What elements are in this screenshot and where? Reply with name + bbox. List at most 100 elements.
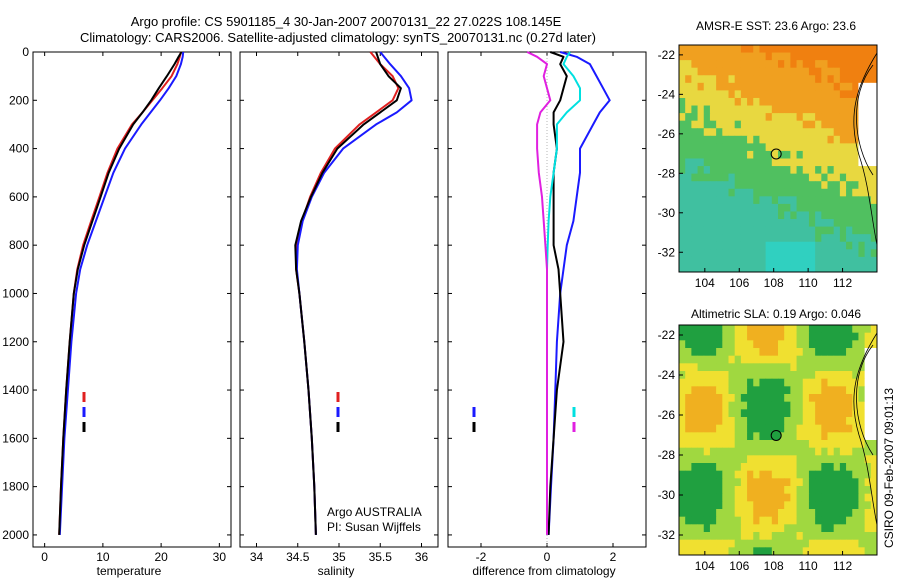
map-cell: [833, 234, 841, 243]
map-cell: [722, 455, 729, 464]
map-cell: [815, 332, 822, 341]
map-cell: [784, 447, 791, 456]
map-cell: [790, 532, 797, 541]
map-cell: [759, 158, 767, 167]
map-cell: [709, 547, 717, 556]
map-cell: [765, 440, 773, 449]
map-cell: [827, 455, 835, 464]
map-cell: [734, 264, 742, 273]
map-cell: [722, 120, 729, 129]
map-cell: [784, 455, 791, 464]
sst-map-title: AMSR-E SST: 23.6 Argo: 23.6: [696, 19, 856, 33]
map-cell: [858, 219, 866, 227]
map-cell: [759, 211, 767, 220]
map-cell: [728, 105, 736, 114]
map-cell: [833, 128, 841, 137]
map-cell: [790, 470, 797, 479]
map-cell: [765, 158, 773, 167]
map-cell: [685, 143, 692, 152]
map-cell: [709, 409, 717, 418]
map-cell: [753, 226, 760, 235]
map-cell: [796, 173, 804, 182]
y-tick-label: 1200: [2, 335, 29, 349]
map-cell: [839, 509, 847, 518]
map-cell: [740, 234, 748, 243]
map-cell: [685, 455, 692, 464]
map-cell: [747, 463, 754, 472]
map-cell: [833, 82, 841, 91]
map-cell: [870, 493, 878, 502]
map-cell: [685, 417, 692, 426]
map-cell: [691, 447, 698, 456]
map-cell: [852, 120, 859, 129]
map-cell: [864, 539, 872, 548]
map-cell: [716, 432, 723, 441]
map-cell: [864, 440, 872, 449]
map-cell: [703, 325, 711, 334]
map-cell: [759, 424, 767, 433]
map-cell: [778, 196, 785, 205]
map-cell: [808, 417, 816, 426]
map-cell: [858, 547, 866, 556]
map-cell: [839, 234, 847, 243]
map-cell: [858, 211, 866, 220]
map-cell: [864, 90, 872, 99]
map-cell: [802, 158, 810, 167]
map-cell: [691, 463, 698, 472]
map-cell: [790, 75, 797, 84]
map-cell: [802, 332, 810, 341]
map-cell: [796, 463, 804, 472]
map-cell: [808, 440, 816, 449]
map-cell: [679, 82, 686, 91]
map-cell: [802, 150, 810, 159]
map-cell: [821, 75, 828, 84]
map-cell: [722, 105, 729, 114]
map-cell: [858, 355, 866, 364]
map-cell: [796, 45, 804, 53]
map-cell: [870, 348, 878, 357]
map-cell: [808, 196, 816, 205]
map-cell: [815, 463, 822, 472]
map-cell: [790, 432, 797, 441]
map-cell: [734, 226, 742, 235]
map-cell: [747, 196, 754, 205]
map-cell: [802, 60, 810, 69]
map-cell: [778, 234, 785, 243]
map-cell: [833, 143, 841, 152]
map-cell: [784, 241, 791, 250]
map-cell: [864, 241, 872, 250]
map-cell: [716, 219, 723, 227]
map-cell: [852, 52, 859, 61]
series-line-2: [58, 51, 183, 535]
map-cell: [796, 509, 804, 518]
map-cell: [790, 97, 797, 106]
map-cell: [771, 188, 779, 197]
map-cell: [697, 486, 705, 495]
map-cell: [691, 97, 698, 106]
map-cell: [833, 440, 841, 449]
map-cell: [821, 158, 828, 167]
map-cell: [852, 82, 859, 91]
map-cell: [870, 516, 878, 525]
map-cell: [833, 113, 841, 122]
map-cell: [703, 501, 711, 510]
map-cell: [864, 524, 872, 533]
map-cell: [802, 524, 810, 533]
map-cell: [778, 158, 785, 167]
map-cell: [765, 105, 773, 114]
map-cell: [833, 516, 841, 525]
map-cell: [802, 516, 810, 525]
map-cell: [716, 128, 723, 137]
map-cell: [771, 211, 779, 220]
map-cell: [790, 463, 797, 472]
x-tick-label: 0: [41, 550, 48, 564]
map-cell: [827, 135, 835, 144]
map-cell: [709, 143, 717, 152]
map-cell: [784, 226, 791, 235]
map-cell: [679, 486, 686, 495]
map-cell: [833, 539, 841, 548]
map-cell: [870, 249, 878, 258]
map-cell: [796, 256, 804, 265]
map-cell: [864, 401, 872, 410]
map-cell: [858, 97, 866, 106]
